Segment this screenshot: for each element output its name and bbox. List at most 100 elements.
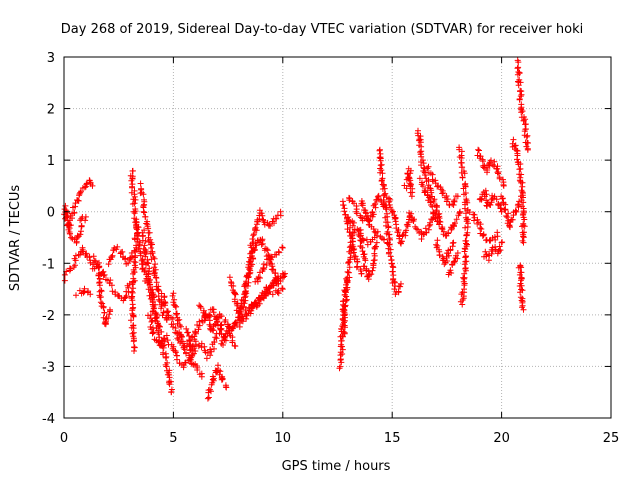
x-tick-labels: 0 5 10 15 20 25: [60, 431, 619, 446]
data-point: [478, 226, 485, 232]
data-point: [383, 206, 390, 213]
data-point: [489, 161, 496, 168]
data-point: [386, 241, 393, 248]
data-point: [89, 182, 96, 189]
data-point: [346, 229, 353, 235]
data-point: [74, 232, 81, 239]
data-point: [461, 170, 468, 177]
data-point: [484, 203, 490, 210]
data-point: [207, 346, 214, 353]
data-point: [228, 282, 235, 289]
data-point: [500, 182, 507, 189]
data-point: [146, 229, 153, 236]
data-point: [266, 221, 273, 228]
data-point: [263, 290, 270, 297]
data-point: [203, 355, 210, 362]
data-point: [369, 267, 376, 274]
data-point: [256, 269, 263, 276]
data-point: [273, 215, 280, 222]
y-tick-label: 2: [47, 103, 55, 118]
data-point: [106, 306, 113, 313]
data-point: [92, 258, 99, 265]
data-point: [375, 192, 382, 199]
data-point: [192, 347, 199, 354]
data-point: [382, 214, 389, 221]
data-point: [257, 275, 263, 281]
data-point: [210, 309, 217, 316]
data-point: [436, 221, 443, 228]
data-point: [463, 232, 470, 239]
data-point: [459, 164, 466, 171]
data-point: [249, 236, 256, 242]
data-point: [240, 303, 247, 310]
data-point: [185, 329, 191, 336]
data-point: [125, 260, 132, 267]
data-point: [132, 196, 139, 203]
data-point: [339, 315, 346, 322]
data-point: [524, 132, 531, 139]
data-point: [211, 345, 217, 352]
data-point: [342, 296, 349, 303]
data-point: [188, 354, 195, 361]
data-point: [340, 306, 347, 312]
data-point: [428, 189, 435, 196]
data-point: [256, 296, 263, 303]
data-point: [394, 229, 401, 236]
data-point: [524, 146, 531, 153]
data-point: [246, 265, 253, 272]
data-point: [407, 170, 414, 177]
data-point: [397, 239, 404, 246]
data-point: [105, 261, 112, 268]
data-point: [386, 249, 392, 256]
data-point: [339, 351, 346, 357]
data-point: [106, 311, 113, 318]
data-point: [217, 326, 224, 332]
data-point: [61, 277, 68, 284]
data-point: [122, 256, 128, 263]
data-point: [419, 179, 425, 186]
data-point: [269, 279, 276, 286]
data-point: [82, 213, 89, 220]
data-point: [517, 289, 524, 296]
data-point: [140, 191, 147, 198]
y-tick-label: -1: [42, 257, 55, 272]
data-points: [61, 57, 531, 402]
data-point: [506, 223, 513, 230]
data-point: [153, 314, 160, 321]
data-point: [380, 236, 387, 243]
data-point: [250, 232, 257, 239]
data-point: [90, 253, 97, 260]
data-point: [178, 323, 184, 330]
data-point: [426, 194, 432, 201]
data-point: [82, 217, 89, 224]
data-point: [385, 245, 392, 252]
data-point: [239, 318, 246, 325]
data-point: [426, 222, 433, 229]
data-point: [164, 309, 170, 316]
data-point: [201, 317, 208, 324]
y-tick-labels: -4 -3 -2 -1 0 1 2 3: [42, 51, 55, 427]
data-point: [344, 268, 351, 275]
data-point: [252, 224, 259, 231]
data-point: [398, 238, 405, 245]
data-point: [496, 248, 502, 255]
data-point: [453, 216, 460, 223]
data-point: [160, 351, 166, 358]
data-point: [84, 180, 90, 187]
y-tick-label: -2: [42, 309, 55, 324]
data-point: [271, 270, 278, 277]
data-point: [100, 272, 107, 279]
data-point: [168, 389, 175, 396]
data-point: [218, 313, 225, 320]
data-point: [232, 319, 239, 326]
data-point: [242, 288, 249, 295]
data-point: [61, 271, 68, 278]
data-point: [129, 330, 136, 337]
data-point: [514, 65, 521, 72]
data-point: [148, 318, 155, 325]
data-point: [255, 274, 262, 281]
data-point: [109, 252, 116, 259]
data-point: [130, 329, 137, 336]
data-point: [131, 337, 137, 344]
data-point: [477, 225, 484, 231]
